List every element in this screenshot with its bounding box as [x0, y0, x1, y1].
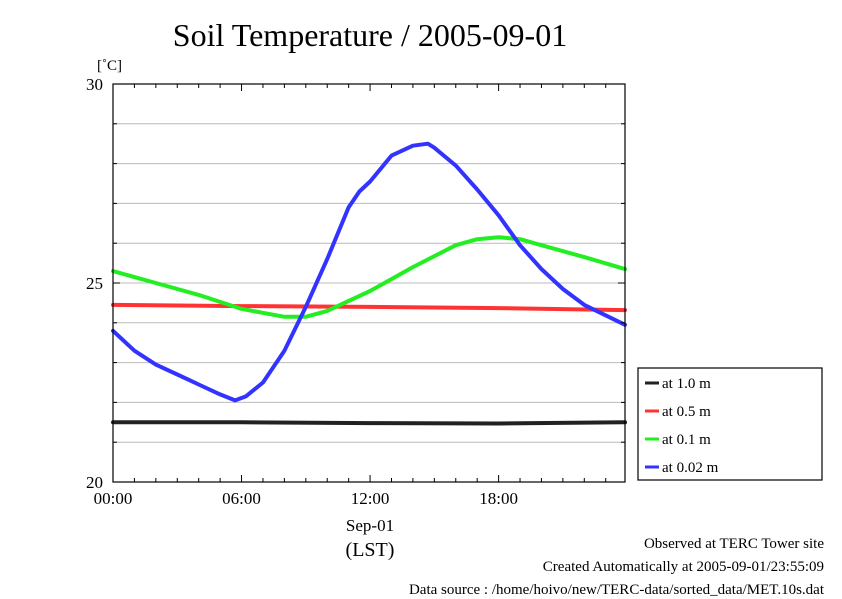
grid-lines — [113, 123, 625, 443]
x-tick-label: 06:00 — [222, 489, 261, 508]
legend-label-at-0-1-m: at 0.1 m — [662, 432, 711, 448]
series-line-at-0-1-m — [111, 235, 627, 319]
x-tick-label: 18:00 — [479, 489, 518, 508]
footer-created: Created Automatically at 2005-09-01/23:5… — [542, 559, 824, 575]
x-axis-date-label: Sep-01 — [346, 516, 394, 535]
y-tick-label: 20 — [86, 473, 103, 492]
series-line-at-0-5-m — [111, 302, 627, 313]
series-layer — [111, 141, 627, 426]
legend: at 1.0 m at 0.5 m at 0.1 m at 0.02 m — [637, 367, 823, 481]
series-line-at-1-0-m — [111, 420, 627, 426]
y-axis-unit-label: [˚C] — [97, 58, 122, 74]
footer-site: Observed at TERC Tower site — [643, 536, 824, 552]
x-axis-ticks: 00:00 06:00 12:00 18:00 — [94, 84, 607, 508]
y-tick-label: 30 — [86, 75, 103, 94]
legend-label-at-0-5-m: at 0.5 m — [662, 404, 711, 420]
legend-label-at-1-0-m: at 1.0 m — [662, 376, 711, 392]
legend-label-at-0-02-m: at 0.02 m — [662, 460, 719, 476]
x-tick-label: 00:00 — [94, 489, 133, 508]
legend-box — [637, 367, 823, 481]
series-line-at-0-02-m — [111, 141, 627, 403]
x-tick-label: 12:00 — [351, 489, 390, 508]
y-axis-ticks: 20 25 30 — [86, 75, 625, 492]
footer-source: Data source : /home/hoivo/new/TERC-data/… — [408, 582, 824, 598]
y-tick-label: 25 — [86, 274, 103, 293]
x-axis-timezone-label: (LST) — [346, 539, 395, 561]
chart-title: Soil Temperature / 2005-09-01 — [173, 17, 567, 53]
